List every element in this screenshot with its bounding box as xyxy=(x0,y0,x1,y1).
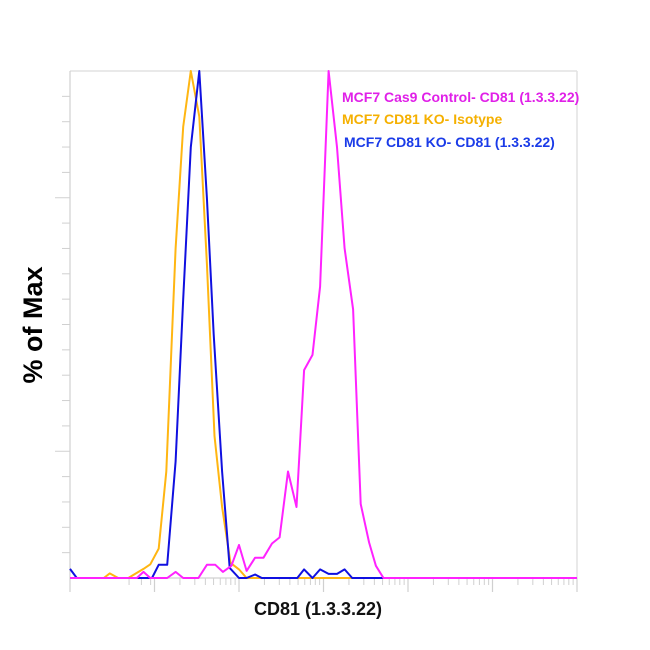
x-axis-label: CD81 (1.3.3.22) xyxy=(254,599,382,619)
y-axis-ticks xyxy=(55,95,70,554)
x-axis-ticks xyxy=(69,578,578,592)
legend-entry-ko-cd81: MCF7 CD81 KO- CD81 (1.3.3.22) xyxy=(344,134,555,150)
legend-entry-ko-isotype: MCF7 CD81 KO- Isotype xyxy=(342,111,502,127)
y-axis-label: % of Max xyxy=(18,266,48,383)
series-line-0 xyxy=(70,70,577,579)
series-line-2 xyxy=(69,70,577,579)
series-lines xyxy=(69,70,577,579)
legend-entry-cas9-control: MCF7 Cas9 Control- CD81 (1.3.3.22) xyxy=(342,89,579,105)
legend: MCF7 Cas9 Control- CD81 (1.3.3.22) MCF7 … xyxy=(342,89,579,150)
